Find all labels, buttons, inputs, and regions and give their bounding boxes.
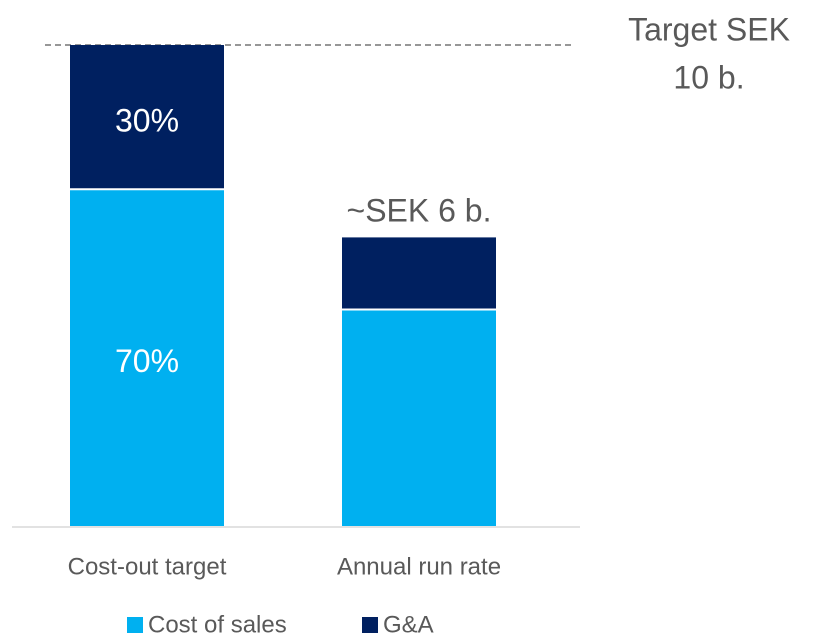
legend-label: Cost of sales [148, 611, 287, 638]
legend-swatch [127, 617, 143, 633]
target-annotation: Target SEK [628, 11, 790, 47]
bar-segment [342, 309, 496, 526]
data-label: 30% [115, 103, 179, 139]
legend-label: G&A [383, 611, 434, 638]
bar-segment [70, 189, 224, 527]
bar-segment [342, 237, 496, 310]
target-annotation: 10 b. [673, 59, 744, 95]
total-annotation: ~SEK 6 b. [347, 192, 492, 228]
data-label: 70% [115, 343, 179, 379]
legend-swatch [362, 617, 378, 633]
x-tick-label: Cost-out target [68, 553, 227, 580]
bar-segment [70, 45, 224, 190]
x-tick-label: Annual run rate [337, 553, 501, 580]
